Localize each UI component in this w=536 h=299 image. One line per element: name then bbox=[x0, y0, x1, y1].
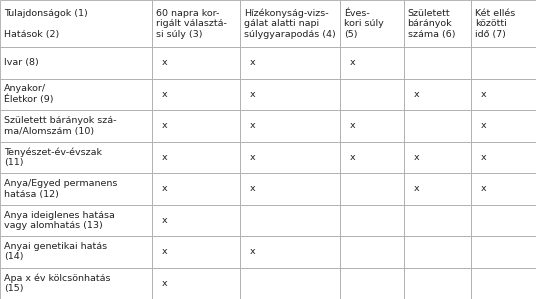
Text: Anya/Egyed permanens
hatása (12): Anya/Egyed permanens hatása (12) bbox=[4, 179, 117, 199]
Bar bbox=[240, 236, 340, 268]
Bar bbox=[340, 205, 404, 236]
Bar bbox=[152, 0, 240, 47]
Bar bbox=[0, 173, 152, 205]
Bar bbox=[0, 205, 152, 236]
Text: x: x bbox=[413, 90, 419, 99]
Bar bbox=[471, 0, 536, 47]
Text: x: x bbox=[250, 90, 255, 99]
Text: Ivar (8): Ivar (8) bbox=[4, 59, 39, 68]
Text: Anyakor/
Életkor (9): Anyakor/ Életkor (9) bbox=[4, 84, 53, 104]
Text: Hízékonyság-vizs-
gálat alatti napi
súlygyarapodás (4): Hízékonyság-vizs- gálat alatti napi súly… bbox=[244, 8, 336, 39]
Bar bbox=[0, 47, 152, 79]
Text: 60 napra kor-
rigált választá-
si súly (3): 60 napra kor- rigált választá- si súly (… bbox=[155, 9, 227, 39]
Bar bbox=[240, 47, 340, 79]
Bar bbox=[404, 205, 471, 236]
Text: x: x bbox=[250, 121, 255, 130]
Bar bbox=[340, 0, 404, 47]
Bar bbox=[404, 47, 471, 79]
Text: Született
bárányok
száma (6): Született bárányok száma (6) bbox=[407, 9, 455, 39]
Bar bbox=[0, 110, 152, 142]
Text: x: x bbox=[250, 184, 255, 193]
Text: x: x bbox=[250, 247, 255, 256]
Bar bbox=[240, 110, 340, 142]
Text: Anyai genetikai hatás
(14): Anyai genetikai hatás (14) bbox=[4, 242, 107, 262]
Bar bbox=[152, 205, 240, 236]
Text: Tenyészet-év-évszak
(11): Tenyészet-év-évszak (11) bbox=[4, 147, 102, 167]
Bar bbox=[240, 79, 340, 110]
Bar bbox=[0, 142, 152, 173]
Text: x: x bbox=[250, 59, 255, 68]
Bar bbox=[152, 47, 240, 79]
Bar bbox=[404, 0, 471, 47]
Text: Apa x év kölcsönhatás
(15): Apa x év kölcsönhatás (15) bbox=[4, 273, 110, 293]
Bar bbox=[340, 110, 404, 142]
Text: Két ellés
közötti
idő (7): Két ellés közötti idő (7) bbox=[475, 9, 515, 39]
Bar bbox=[471, 268, 536, 299]
Bar bbox=[471, 142, 536, 173]
Text: x: x bbox=[161, 90, 167, 99]
Bar bbox=[152, 236, 240, 268]
Text: Éves-
kori súly
(5): Éves- kori súly (5) bbox=[344, 9, 384, 39]
Bar bbox=[340, 173, 404, 205]
Text: x: x bbox=[413, 153, 419, 162]
Bar bbox=[404, 236, 471, 268]
Text: x: x bbox=[481, 90, 486, 99]
Bar bbox=[152, 173, 240, 205]
Text: x: x bbox=[349, 59, 355, 68]
Bar bbox=[471, 47, 536, 79]
Text: x: x bbox=[161, 247, 167, 256]
Bar bbox=[152, 110, 240, 142]
Bar bbox=[240, 142, 340, 173]
Bar bbox=[240, 205, 340, 236]
Bar bbox=[404, 142, 471, 173]
Bar bbox=[404, 110, 471, 142]
Text: x: x bbox=[481, 184, 486, 193]
Bar bbox=[471, 205, 536, 236]
Bar bbox=[240, 0, 340, 47]
Bar bbox=[152, 268, 240, 299]
Bar bbox=[0, 79, 152, 110]
Text: x: x bbox=[161, 279, 167, 288]
Bar bbox=[340, 47, 404, 79]
Text: x: x bbox=[161, 184, 167, 193]
Bar bbox=[471, 236, 536, 268]
Bar bbox=[152, 79, 240, 110]
Bar bbox=[404, 268, 471, 299]
Bar bbox=[240, 173, 340, 205]
Text: Tulajdonságok (1)

Hatások (2): Tulajdonságok (1) Hatások (2) bbox=[4, 9, 87, 39]
Bar bbox=[471, 173, 536, 205]
Bar bbox=[0, 0, 152, 47]
Bar bbox=[0, 236, 152, 268]
Text: x: x bbox=[349, 121, 355, 130]
Text: Született bárányok szá-
ma/Alomszám (10): Született bárányok szá- ma/Alomszám (10) bbox=[4, 116, 116, 136]
Text: x: x bbox=[161, 153, 167, 162]
Text: x: x bbox=[161, 59, 167, 68]
Bar bbox=[152, 142, 240, 173]
Text: x: x bbox=[349, 153, 355, 162]
Text: x: x bbox=[161, 121, 167, 130]
Text: x: x bbox=[481, 153, 486, 162]
Bar bbox=[404, 79, 471, 110]
Bar bbox=[240, 268, 340, 299]
Bar bbox=[340, 79, 404, 110]
Text: x: x bbox=[161, 216, 167, 225]
Bar bbox=[340, 268, 404, 299]
Bar bbox=[471, 110, 536, 142]
Bar bbox=[340, 236, 404, 268]
Text: Anya ideiglenes hatása
vagy alomhatás (13): Anya ideiglenes hatása vagy alomhatás (1… bbox=[4, 210, 115, 230]
Bar bbox=[340, 142, 404, 173]
Bar bbox=[404, 173, 471, 205]
Text: x: x bbox=[413, 184, 419, 193]
Text: x: x bbox=[250, 153, 255, 162]
Text: x: x bbox=[481, 121, 486, 130]
Bar bbox=[0, 268, 152, 299]
Bar bbox=[471, 79, 536, 110]
